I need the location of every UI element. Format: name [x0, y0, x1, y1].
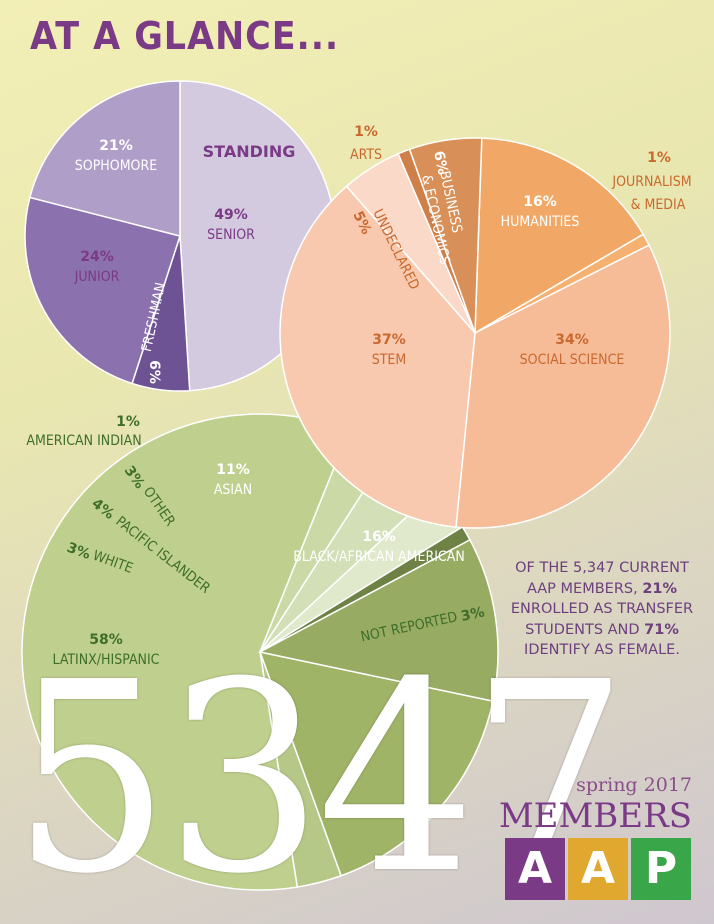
ethnicity-black-african-american-pct: 16%	[362, 529, 396, 545]
logo-letter-a2: A	[568, 838, 628, 900]
standing-sophomore-pct: 21%	[99, 138, 133, 154]
major-slice-stem	[279, 185, 476, 528]
summary-part1: OF THE 5,347 CURRENT AAP MEMBERS,	[515, 560, 689, 597]
summary-part3: IDENTIFY AS FEMALE.	[524, 642, 680, 658]
aap-logo: A A P	[505, 838, 694, 900]
ethnicity-american-indian-pct: 1%	[116, 414, 140, 430]
major-pie	[279, 137, 671, 529]
logo-letter-p: P	[631, 838, 691, 900]
ethnicity-not-reported-pct: 3%	[460, 604, 487, 625]
members-label: MEMBERS	[498, 796, 692, 836]
standing-slice-junior	[24, 196, 181, 385]
ethnicity-slice-black-african-american	[258, 650, 494, 877]
major-arts-label: ARTS	[350, 147, 382, 163]
summary-pct2: 71%	[644, 621, 679, 638]
major-social-science-label: SOCIAL SCIENCE	[520, 352, 625, 368]
major-humanities-pct: 16%	[523, 194, 557, 210]
standing-senior-label: SENIOR	[207, 227, 255, 243]
major-social-science-pct: 34%	[555, 332, 589, 348]
logo-letter-a1: A	[505, 838, 565, 900]
ethnicity-asian-label: ASIAN	[214, 482, 252, 498]
major-stem-pct: 37%	[372, 332, 406, 348]
standing-junior-label: JUNIOR	[74, 269, 120, 285]
summary-pct1: 21%	[642, 580, 678, 597]
major-slice-social-science	[455, 244, 671, 529]
ethnicity-asian-pct: 11%	[216, 462, 250, 478]
season-label: spring 2017	[576, 774, 692, 796]
standing-title: STANDING	[203, 142, 296, 161]
major-journalism-media-label: JOURNALISM	[611, 174, 691, 190]
major-slice-humanities	[474, 137, 645, 335]
ethnicity-latinx-hispanic-label: LATINX/HISPANIC	[53, 652, 160, 668]
summary-part2: ENROLLED AS TRANSFER STUDENTS AND	[510, 601, 694, 638]
major-journalism-media-label-1: & MEDIA	[631, 197, 686, 213]
major-arts-pct: 1%	[354, 124, 378, 140]
page-title: AT A GLANCE...	[30, 14, 340, 58]
summary-text: OF THE 5,347 CURRENT AAP MEMBERS, 21% EN…	[508, 558, 696, 661]
standing-senior-pct: 49%	[214, 207, 248, 223]
major-stem-label: STEM	[372, 352, 407, 368]
ethnicity-slice-asian	[257, 538, 499, 702]
major-business-economics-pct: 6%	[430, 150, 451, 177]
ethnicity-white-pct: 3%	[65, 540, 93, 563]
standing-freshman-pct: 6%	[146, 360, 162, 384]
standing-sophomore-label: SOPHOMORE	[75, 158, 157, 174]
standing-slice-sophomore	[28, 80, 181, 237]
ethnicity-latinx-hispanic-pct: 58%	[89, 632, 123, 648]
major-slice-business-economics	[408, 137, 483, 334]
standing-junior-pct: 24%	[80, 249, 114, 265]
ethnicity-black-african-american-label: BLACK/AFRICAN AMERICAN	[293, 549, 465, 565]
ethnicity-american-indian-label: AMERICAN INDIAN	[26, 433, 141, 449]
ethnicity-slice-latinx-hispanic	[21, 413, 350, 891]
major-humanities-label: HUMANITIES	[501, 214, 580, 230]
major-journalism-media-pct: 1%	[647, 150, 671, 166]
